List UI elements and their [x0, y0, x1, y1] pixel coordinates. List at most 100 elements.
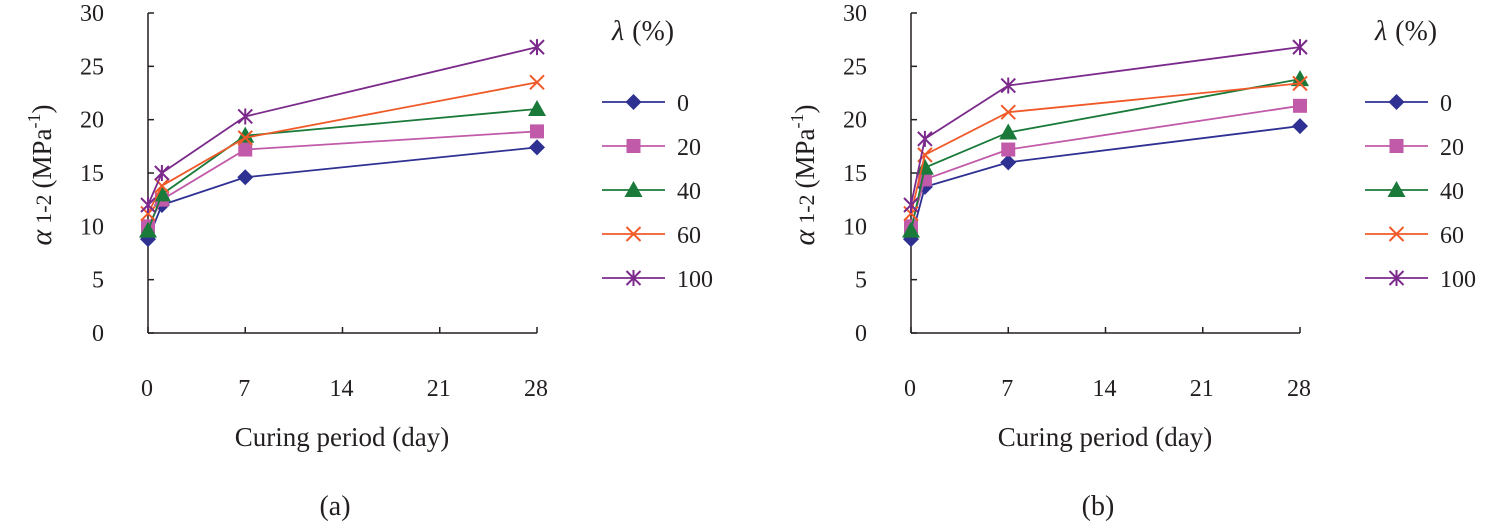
x-tick-label: 14: [330, 376, 354, 402]
y-tick-label: 30: [843, 1, 867, 27]
x-tick-label: 28: [1287, 376, 1311, 402]
series-group: [903, 75, 1308, 222]
legend-label: 100: [1440, 267, 1476, 293]
legend-title-symbol: λ: [611, 16, 624, 47]
series-line: [147, 130, 538, 227]
data-point: [1293, 98, 1307, 113]
series-line: [910, 125, 1301, 240]
series-group: [902, 70, 1309, 238]
x-tick-label: 21: [1190, 376, 1214, 402]
legend-label: 40: [1440, 179, 1464, 205]
y-tick-label: 30: [80, 1, 104, 27]
data-point: [1292, 75, 1308, 92]
data-point: [236, 126, 255, 143]
y-tick-label: 20: [80, 108, 104, 134]
y-axis-unit-close: ): [27, 104, 57, 113]
y-tick-label: 5: [92, 268, 104, 294]
legend-title: λ (%): [611, 16, 674, 47]
series-group: [141, 124, 544, 234]
legend-label: 0: [1440, 91, 1452, 117]
series-group: [140, 74, 545, 222]
data-point: [529, 74, 545, 91]
legend-title-unit: (%): [1395, 16, 1437, 47]
y-axis-symbol: α: [25, 229, 58, 246]
data-point: [237, 169, 254, 186]
legend-marker: [1388, 270, 1405, 286]
y-tick-label: 15: [843, 161, 867, 187]
y-tick-label: 20: [843, 108, 867, 134]
legend-marker: [625, 226, 642, 242]
legend-marker: [625, 270, 642, 286]
chart-panel: 0 5 10 15 20 25 30 0 7 14 21 28 Curing period (day) α…: [787, 1, 1476, 522]
legend-marker: [1389, 139, 1404, 153]
x-tick-label: 21: [427, 376, 451, 402]
legend-label: 60: [677, 223, 701, 249]
legend-marker: [1387, 181, 1406, 197]
series-group: [140, 39, 545, 213]
chart-panel: 0 5 10 15 20 25 30 0 7 14 21 28 Curing period (day) α…: [24, 1, 713, 522]
y-tick-label: 25: [843, 54, 867, 80]
legend-title: λ (%): [1374, 16, 1437, 47]
data-point: [238, 142, 253, 157]
legend-marker: [625, 94, 642, 110]
y-tick-label: 15: [80, 161, 104, 187]
legend-label: 20: [677, 135, 701, 161]
x-tick-label: 0: [904, 376, 916, 402]
y-axis-unit-superscript: -1: [787, 113, 807, 128]
data-point: [1000, 77, 1016, 94]
data-point: [999, 123, 1018, 140]
series-group: [903, 118, 1308, 248]
series-line: [147, 81, 538, 214]
legend-label: 20: [1440, 135, 1464, 161]
data-point: [902, 221, 920, 238]
y-tick-label: 0: [855, 321, 867, 347]
legend-label: 100: [677, 267, 713, 293]
y-tick-label: 25: [80, 54, 104, 80]
legend: λ (%) 0 20 40 60 100: [1365, 16, 1476, 293]
legend-marker: [624, 181, 643, 197]
x-tick-label: 0: [141, 376, 153, 402]
x-tick-label: 7: [1001, 376, 1013, 402]
y-axis-title: α 1-2 (MPa-1): [24, 104, 58, 245]
y-axis-unit-close: ): [790, 104, 820, 113]
data-point: [1292, 118, 1308, 135]
series-group: [140, 139, 545, 248]
y-axis-subscript: 1-2: [794, 194, 819, 223]
legend-title-unit: (%): [632, 16, 674, 47]
data-point: [530, 124, 544, 139]
y-axis-subscript: 1-2: [31, 194, 56, 223]
series-line: [147, 108, 538, 231]
x-tick-label: 7: [238, 376, 250, 402]
panel-label: (a): [319, 491, 350, 522]
series-line: [910, 82, 1301, 214]
y-tick-label: 10: [80, 214, 104, 240]
data-point: [139, 221, 157, 238]
data-point: [903, 197, 919, 213]
data-point: [152, 185, 171, 202]
y-axis-unit: (MPa: [27, 128, 57, 188]
y-tick-label: 5: [855, 268, 867, 294]
data-point: [1000, 154, 1017, 171]
y-axis-unit-superscript: -1: [24, 113, 44, 128]
series-line: [910, 104, 1301, 227]
legend-marker: [1388, 94, 1405, 110]
legend: λ (%) 0 20 40 60 100: [602, 16, 713, 293]
series-line: [910, 46, 1301, 206]
x-tick-label: 14: [1093, 376, 1117, 402]
data-point: [1291, 70, 1309, 87]
data-point: [529, 139, 545, 156]
data-point: [140, 197, 156, 213]
data-point: [1292, 39, 1308, 56]
y-axis-symbol: α: [788, 229, 821, 246]
legend-label: 60: [1440, 223, 1464, 249]
y-tick-label: 10: [843, 214, 867, 240]
x-axis-title: Curing period (day): [235, 422, 449, 452]
data-point: [529, 39, 545, 56]
data-point: [237, 130, 253, 146]
x-axis-title: Curing period (day): [998, 422, 1212, 452]
data-point: [528, 100, 546, 116]
series-line: [147, 46, 538, 206]
data-point: [154, 165, 170, 181]
legend-label: 0: [677, 91, 689, 117]
